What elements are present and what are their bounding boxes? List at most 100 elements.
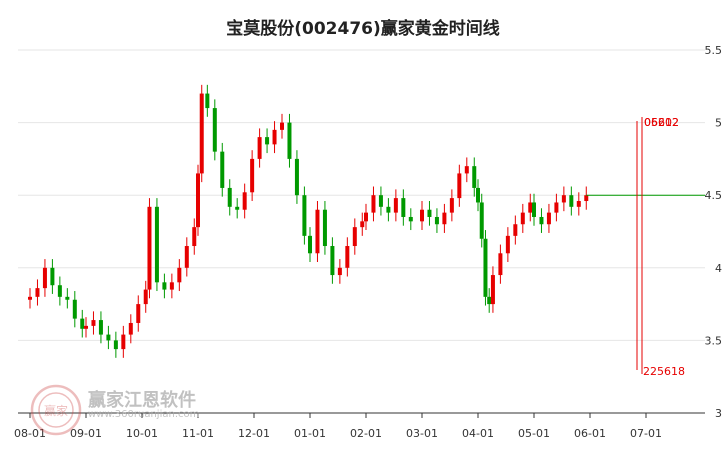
candle-body: [302, 195, 307, 236]
candle-body: [487, 296, 492, 305]
y-tick-label: 3.5: [705, 334, 723, 347]
x-tick-label: 07-01: [630, 427, 662, 440]
candle-body: [393, 198, 398, 213]
candle-body: [505, 235, 510, 254]
x-tick-label: 06-01: [574, 427, 606, 440]
y-tick-label: 5: [715, 117, 722, 130]
candle-body: [457, 173, 462, 199]
candle-body: [42, 267, 47, 289]
y-tick-label: 4: [715, 262, 722, 275]
watermark-text: 赢家江恩软件: [88, 390, 196, 411]
watermark-url: www.360ruanjian.com: [88, 409, 200, 420]
candle-body: [169, 282, 174, 290]
x-tick-label: 09-01: [70, 427, 102, 440]
candle-body: [360, 221, 365, 228]
candle-body: [192, 227, 197, 247]
candle-body: [57, 285, 62, 297]
candle-body: [184, 246, 189, 268]
candle-body: [106, 334, 111, 341]
timeline-label: 06202: [644, 116, 679, 129]
chart-title: 宝莫股份(002476)赢家黄金时间线: [226, 19, 500, 39]
candle-body: [554, 202, 559, 213]
candle-body: [330, 246, 335, 276]
candle-body: [345, 246, 350, 268]
candle-body: [427, 209, 432, 217]
candle-body: [147, 206, 152, 290]
candle-body: [136, 304, 141, 323]
candle-body: [91, 320, 96, 326]
candle-body: [227, 187, 232, 207]
candle-body: [143, 289, 148, 305]
x-tick-label: 02-01: [350, 427, 382, 440]
candle-body: [196, 173, 200, 228]
candle-body: [528, 202, 533, 213]
candle-body: [315, 209, 320, 254]
candle-body: [408, 216, 413, 222]
candle-body: [401, 198, 406, 217]
candle-body: [561, 195, 566, 203]
candle-body: [220, 151, 225, 188]
candle-body: [386, 206, 391, 213]
candle-body: [128, 322, 133, 335]
grid-layer: [18, 49, 705, 414]
watermark-logo-text: 赢家: [44, 403, 68, 418]
candle-body: [420, 209, 424, 222]
candle-body: [520, 212, 525, 225]
candle-body: [80, 318, 85, 329]
candle-body: [84, 325, 88, 329]
candle-body: [539, 216, 544, 225]
candle-body: [294, 158, 299, 196]
candle-body: [322, 209, 327, 247]
candle-body: [287, 122, 292, 159]
candle-body: [498, 253, 503, 276]
candle-body: [205, 93, 210, 109]
candle-body: [472, 166, 477, 188]
candle-body: [513, 224, 518, 236]
candle-body: [28, 296, 32, 300]
y-tick-label: 4.5: [705, 189, 723, 202]
candle-body: [483, 238, 488, 297]
candle-body: [576, 201, 581, 207]
candle-body: [434, 216, 439, 225]
candle-body: [162, 282, 167, 290]
candle-body: [371, 195, 376, 213]
timeline-label: 225618: [643, 365, 685, 378]
y-tick-label: 3: [715, 407, 722, 420]
candle-layer: [28, 84, 589, 358]
candle-body: [257, 137, 262, 159]
candle-body: [476, 187, 480, 203]
candle-body: [50, 267, 55, 286]
candle-body: [265, 137, 270, 145]
y-tick-label: 5.5: [705, 44, 723, 57]
candle-body: [154, 206, 159, 283]
candle-body: [569, 195, 574, 207]
candle-body: [235, 206, 240, 210]
axis-layer: 3 3.5 4 4.5 5 5.5 08-01 09-01 10-01 11-01 12-01 01-…: [14, 44, 722, 440]
candle-body: [464, 166, 469, 174]
candle-body: [584, 195, 589, 202]
candle-body: [177, 267, 182, 283]
x-tick-label: 04-01: [462, 427, 494, 440]
candle-body: [449, 198, 454, 213]
candle-body: [532, 202, 536, 217]
candle-body: [479, 202, 484, 239]
candle-body: [113, 340, 118, 350]
candle-body: [121, 334, 126, 350]
candle-body: [212, 108, 217, 152]
x-tick-label: 08-01: [14, 427, 46, 440]
candle-body: [199, 93, 204, 174]
candle-body: [72, 299, 77, 319]
candle-body: [364, 212, 368, 222]
candle-body: [280, 122, 284, 130]
candle-body: [352, 227, 357, 247]
candle-body: [546, 212, 551, 225]
x-tick-label: 11-01: [182, 427, 214, 440]
candle-body: [65, 296, 70, 300]
candle-body: [337, 267, 342, 276]
candle-body: [272, 129, 277, 145]
x-tick-label: 03-01: [406, 427, 438, 440]
candle-body: [308, 235, 312, 254]
timeline-label: 05612: [644, 116, 679, 129]
